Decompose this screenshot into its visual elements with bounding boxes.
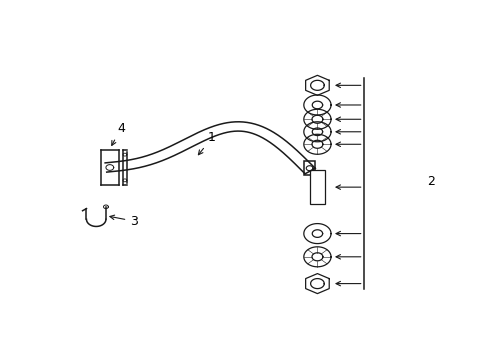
Text: 4: 4 <box>111 122 125 145</box>
Bar <box>304 161 314 175</box>
Bar <box>309 170 324 204</box>
Text: 3: 3 <box>110 215 138 228</box>
Text: 1: 1 <box>198 131 216 155</box>
Text: 2: 2 <box>426 175 434 188</box>
